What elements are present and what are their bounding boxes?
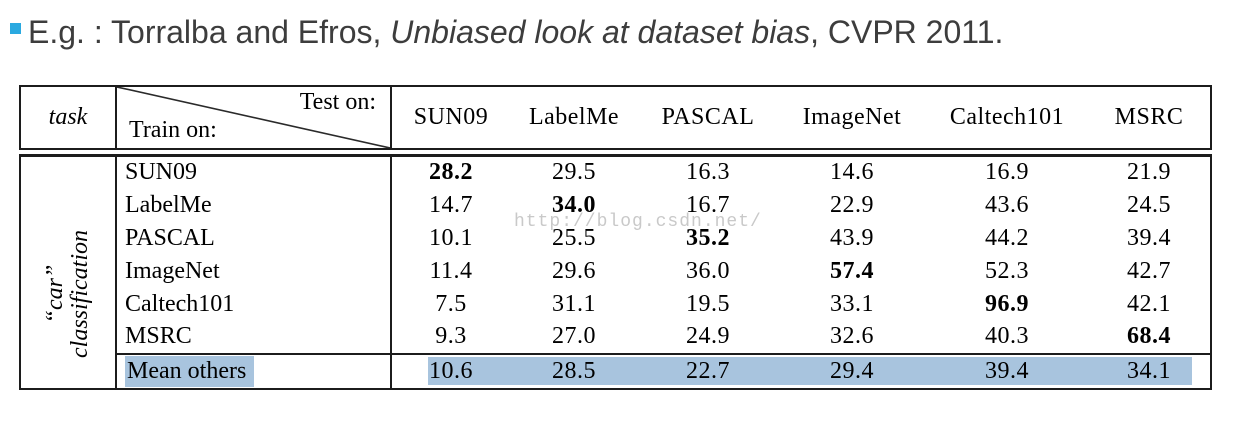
data-cell: 57.4 xyxy=(830,257,874,284)
data-cell: 22.9 xyxy=(830,191,874,218)
table-body: “car” classification SUN09 28.2 29.5 16.… xyxy=(19,154,1212,390)
data-cell: 43.6 xyxy=(985,191,1029,218)
data-cell: 10.6 xyxy=(391,352,510,389)
data-cell: 22.7 xyxy=(638,352,778,389)
data-cell: 36.0 xyxy=(686,257,730,284)
data-cell: 52.3 xyxy=(985,257,1029,284)
data-cell: 29.6 xyxy=(552,257,596,284)
column-header-msrc: MSRC xyxy=(1114,104,1184,130)
data-cell: 34.1 xyxy=(1088,352,1211,389)
data-cell: 68.4 xyxy=(1127,323,1171,349)
row-header-pascal: PASCAL xyxy=(116,221,392,255)
data-cell: 31.1 xyxy=(552,290,596,317)
table-row: Caltech101 7.5 31.1 19.5 33.1 96.9 42.1 xyxy=(20,287,1211,321)
data-cell: 44.2 xyxy=(985,224,1029,251)
data-cell: 7.5 xyxy=(435,290,467,317)
column-header-pascal: PASCAL xyxy=(661,104,755,130)
column-header-labelme: LabelMe xyxy=(528,104,620,130)
data-cell: 35.2 xyxy=(686,224,730,251)
data-cell: 11.4 xyxy=(429,257,473,284)
data-cell: 34.0 xyxy=(552,191,596,218)
data-cell: 96.9 xyxy=(985,290,1029,317)
table-row: PASCAL 10.1 25.5 35.2 43.9 44.2 39.4 xyxy=(20,221,1211,255)
data-cell: 14.6 xyxy=(830,159,874,186)
data-cell: 39.4 xyxy=(926,352,1088,389)
table-row: ImageNet 11.4 29.6 36.0 57.4 52.3 42.7 xyxy=(20,254,1211,288)
data-cell: 14.7 xyxy=(429,191,473,218)
data-cell: 29.4 xyxy=(778,352,926,389)
data-cell: 32.6 xyxy=(830,323,874,349)
data-cell: 28.5 xyxy=(510,352,638,389)
data-cell: 25.5 xyxy=(552,224,596,251)
column-header-sun09: SUN09 xyxy=(413,104,489,130)
table-row: MSRC 9.3 27.0 24.9 32.6 40.3 68.4 xyxy=(20,320,1211,354)
bullet-square-icon xyxy=(10,23,21,34)
row-group-line1: “car” xyxy=(42,264,69,324)
title-prefix: E.g. : Torralba and Efros, xyxy=(28,14,391,50)
row-header-labelme: LabelMe xyxy=(116,188,392,222)
diagonal-line xyxy=(117,87,390,148)
data-cell: 33.1 xyxy=(830,290,874,317)
data-cell: 16.7 xyxy=(686,191,730,218)
row-header-caltech101: Caltech101 xyxy=(116,287,392,321)
row-group-label-cell: “car” classification xyxy=(20,155,117,389)
data-cell: 9.3 xyxy=(435,323,467,349)
train-on-label: Train on: xyxy=(129,117,217,143)
data-cell: 16.9 xyxy=(985,159,1029,186)
row-header-imagenet: ImageNet xyxy=(116,254,392,288)
data-cell: 19.5 xyxy=(686,290,730,317)
row-header-sun09: SUN09 xyxy=(116,155,392,189)
data-cell: 43.9 xyxy=(830,224,874,251)
data-cell: 24.5 xyxy=(1127,191,1171,218)
watermark-text: http://blog.csdn.net/ xyxy=(514,212,762,232)
row-header-mean-others: Mean others xyxy=(116,352,392,389)
car-classification-label: “car” classification xyxy=(42,230,93,359)
table-row: LabelMe 14.7 34.0 16.7 22.9 43.6 24.5 xyxy=(20,188,1211,222)
data-cell: 40.3 xyxy=(985,323,1029,349)
dataset-bias-table: task Test on: Train on: SUN09 LabelMe PA… xyxy=(19,85,1212,390)
data-cell: 16.3 xyxy=(686,159,730,186)
data-cell: 27.0 xyxy=(552,323,596,349)
table-header: task Test on: Train on: SUN09 LabelMe PA… xyxy=(19,85,1212,150)
column-header-caltech101: Caltech101 xyxy=(949,104,1065,130)
row-group-line2: classification xyxy=(67,230,93,359)
task-header-cell: task xyxy=(20,86,117,149)
test-on-label: Test on: xyxy=(299,89,376,115)
table-row: “car” classification SUN09 28.2 29.5 16.… xyxy=(20,155,1211,389)
slide-title: E.g. : Torralba and Efros, Unbiased look… xyxy=(10,10,1220,54)
data-cell: 42.1 xyxy=(1127,290,1171,317)
mean-others-row: Mean others 10.6 28.5 22.7 29.4 39.4 34.… xyxy=(20,352,1211,389)
column-header-imagenet: ImageNet xyxy=(802,104,902,130)
mean-others-highlight: Mean others xyxy=(125,355,255,387)
data-cell: 29.5 xyxy=(552,159,596,186)
row-header-msrc: MSRC xyxy=(116,320,392,354)
data-cell: 42.7 xyxy=(1127,257,1171,284)
title-emphasis: Unbiased look at dataset bias xyxy=(390,14,811,50)
data-cell: 24.9 xyxy=(686,323,730,349)
train-test-corner-cell: Test on: Train on: xyxy=(116,86,392,149)
data-cell: 39.4 xyxy=(1127,224,1171,251)
data-cell: 28.2 xyxy=(429,159,473,186)
data-cell: 10.1 xyxy=(429,224,473,251)
title-suffix: , CVPR 2011. xyxy=(810,14,1004,50)
data-cell: 21.9 xyxy=(1127,159,1171,186)
